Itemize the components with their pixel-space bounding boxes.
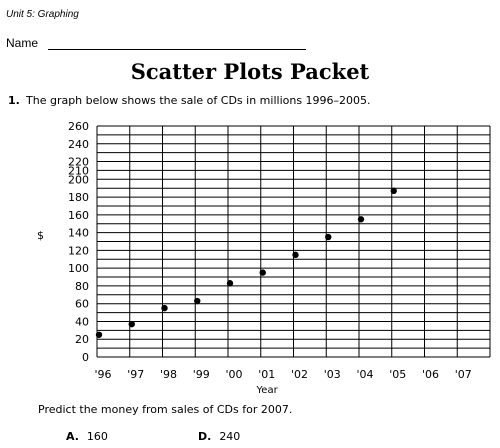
answer-choice-a[interactable]: A. 160 — [66, 430, 108, 443]
x-tick-label: '00 — [225, 368, 242, 381]
y-tick-label: 210 — [68, 164, 89, 177]
x-tick-label: '01 — [258, 368, 275, 381]
y-tick-label: 100 — [68, 262, 89, 275]
data-point — [259, 269, 266, 276]
data-point — [325, 233, 332, 241]
x-axis-label: Year — [256, 385, 279, 396]
x-tick-label: '98 — [160, 368, 177, 381]
y-tick-label: 120 — [68, 244, 89, 257]
x-tick-label: '97 — [127, 368, 144, 381]
y-tick-label: 60 — [75, 298, 89, 311]
x-tick-label: '06 — [422, 368, 439, 381]
y-axis-label: $ — [37, 229, 44, 242]
x-tick-label: '04 — [356, 368, 373, 381]
y-tick-label: 180 — [68, 191, 89, 204]
name-label: Name — [6, 36, 39, 50]
choice-value: 160 — [86, 430, 108, 443]
choice-letter: D. — [198, 430, 212, 443]
y-tick-label: 0 — [82, 351, 89, 364]
y-tick-label: 140 — [68, 227, 89, 240]
data-point — [390, 187, 397, 195]
choice-value: 240 — [219, 430, 241, 443]
x-tick-label: '96 — [94, 368, 111, 381]
x-tick-label: '05 — [389, 368, 406, 381]
y-tick-label: 240 — [68, 138, 89, 151]
y-tick-label: 80 — [75, 280, 89, 293]
y-tick-label: 260 — [68, 120, 89, 133]
data-point — [194, 297, 201, 305]
data-points — [95, 187, 397, 338]
y-tick-label: 220 — [68, 156, 89, 169]
data-point — [128, 320, 135, 328]
data-point — [357, 216, 365, 223]
x-tick-label: '03 — [324, 368, 341, 381]
y-tick-label: 20 — [75, 333, 89, 346]
x-tick-labels: '96 '97 '98 '99 '00 '01 '02 '03 '04 '05 '06 '07 — [94, 368, 471, 381]
name-blank-line — [48, 49, 306, 50]
choice-letter: A. — [66, 430, 79, 443]
question-text: The graph below shows the sale of CDs in… — [26, 94, 371, 107]
y-tick-label: 160 — [68, 209, 89, 222]
data-point — [95, 331, 103, 338]
chart-grid — [96, 125, 491, 358]
answer-choice-d[interactable]: D. 240 — [198, 430, 240, 443]
prediction-prompt: Predict the money from sales of CDs for … — [38, 403, 293, 416]
y-tick-label: 40 — [75, 315, 89, 328]
x-tick-label: '99 — [193, 368, 210, 381]
unit-label: Unit 5: Graphing — [6, 9, 79, 20]
y-tick-label: 200 — [68, 173, 89, 186]
x-tick-label: '07 — [455, 368, 472, 381]
data-point — [292, 251, 299, 259]
x-tick-label: '02 — [291, 368, 308, 381]
page-title: Scatter Plots Packet — [130, 59, 370, 84]
data-point — [226, 280, 234, 287]
data-point — [161, 304, 168, 312]
question-number: 1. — [8, 94, 20, 107]
